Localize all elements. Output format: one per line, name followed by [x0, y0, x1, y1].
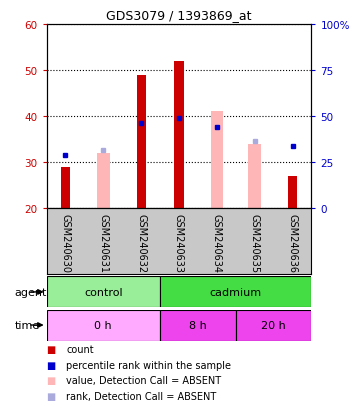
Bar: [174, 62, 184, 209]
Bar: [160, 277, 311, 308]
Bar: [47, 310, 160, 341]
Bar: [288, 176, 297, 209]
Text: count: count: [66, 344, 94, 354]
Bar: [211, 112, 223, 209]
Text: ■: ■: [47, 360, 56, 370]
Text: ■: ■: [47, 375, 56, 385]
Bar: [236, 310, 311, 341]
Text: cadmium: cadmium: [210, 287, 262, 297]
Bar: [47, 277, 160, 308]
Title: GDS3079 / 1393869_at: GDS3079 / 1393869_at: [106, 9, 252, 22]
Bar: [248, 144, 261, 209]
Text: 8 h: 8 h: [189, 320, 207, 330]
Bar: [97, 153, 110, 209]
Text: GSM240630: GSM240630: [61, 214, 71, 273]
Bar: [160, 310, 236, 341]
Text: value, Detection Call = ABSENT: value, Detection Call = ABSENT: [66, 375, 221, 385]
Text: ■: ■: [47, 391, 56, 401]
Text: GSM240635: GSM240635: [250, 214, 260, 273]
Text: agent: agent: [14, 287, 47, 297]
Bar: [61, 167, 70, 209]
Text: GSM240634: GSM240634: [212, 214, 222, 273]
Text: 0 h: 0 h: [95, 320, 112, 330]
Text: 20 h: 20 h: [261, 320, 286, 330]
Text: time: time: [14, 320, 40, 330]
Text: GSM240632: GSM240632: [136, 214, 146, 273]
Text: ■: ■: [47, 344, 56, 354]
Text: control: control: [84, 287, 123, 297]
Text: GSM240636: GSM240636: [287, 214, 297, 273]
Bar: [137, 75, 146, 209]
Text: GSM240633: GSM240633: [174, 214, 184, 273]
Text: percentile rank within the sample: percentile rank within the sample: [66, 360, 231, 370]
Text: rank, Detection Call = ABSENT: rank, Detection Call = ABSENT: [66, 391, 217, 401]
Text: GSM240631: GSM240631: [98, 214, 108, 273]
